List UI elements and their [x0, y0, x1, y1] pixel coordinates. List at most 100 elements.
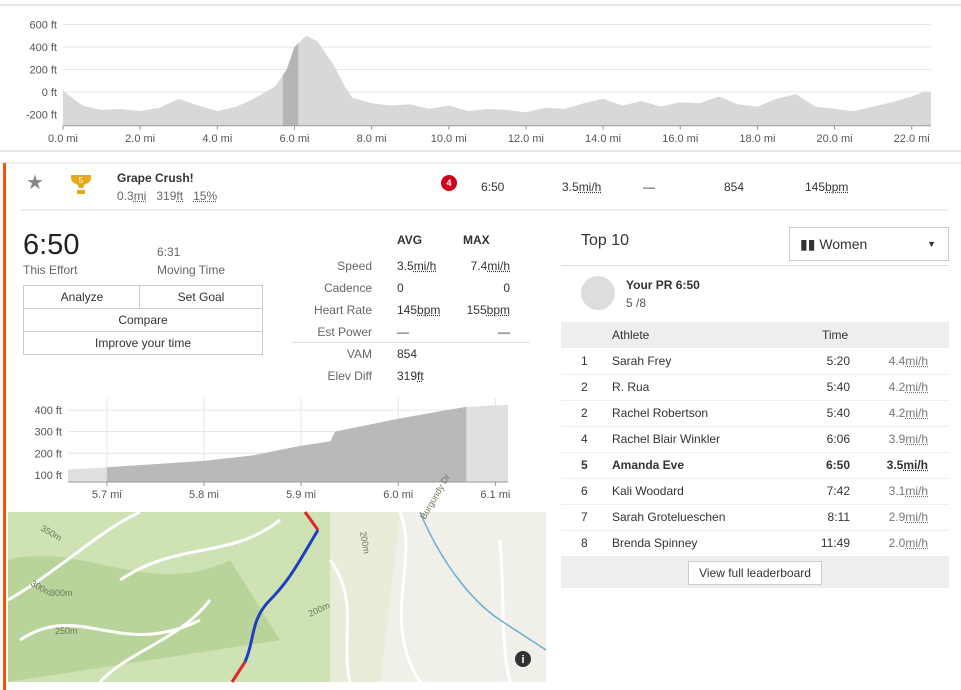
- avatar: [581, 276, 615, 310]
- stat-max: 155bpm: [440, 303, 510, 317]
- stat-label: Heart Rate: [313, 303, 372, 317]
- button[interactable]: Set Goal: [139, 285, 263, 309]
- stat-label: Cadence: [323, 281, 372, 295]
- unit: bpm: [825, 180, 849, 194]
- filter-value[interactable]: Women: [819, 236, 868, 252]
- stat-label: VAM: [346, 347, 372, 361]
- y-tick-label: 400 ft: [29, 42, 57, 54]
- time: 6:50: [825, 458, 850, 472]
- time: 8:11: [827, 510, 850, 524]
- trophy-icon: 5: [68, 172, 94, 194]
- segment-route: [243, 529, 320, 663]
- row-border: [561, 530, 949, 531]
- map-label: 300m: [50, 588, 73, 598]
- x-tick-label: 10.0 mi: [431, 133, 467, 145]
- speed: 2.0mi/h: [870, 536, 928, 550]
- stat-label: Elev Diff: [327, 369, 372, 383]
- value: 155: [466, 303, 487, 317]
- x-tick-label: 8.0 mi: [357, 133, 387, 145]
- total: /8: [636, 296, 647, 310]
- value: 3.5: [562, 180, 579, 194]
- x-tick-label: 22.0 mi: [894, 133, 930, 145]
- map-road: [7, 510, 512, 684]
- header: Time: [822, 328, 849, 342]
- speed: 3.5mi/h: [562, 180, 601, 194]
- unit: mi/h: [903, 458, 928, 472]
- highlight-area: [282, 43, 299, 126]
- value: 2.0: [888, 536, 906, 550]
- value: 3.9: [888, 432, 906, 446]
- distance: 0.3: [117, 189, 134, 203]
- button[interactable]: Analyze: [23, 285, 141, 309]
- info-icon-glyph[interactable]: i: [521, 654, 524, 666]
- button[interactable]: Compare: [23, 308, 263, 332]
- divider: [292, 342, 530, 343]
- rank: 5: [626, 296, 633, 310]
- segment-name[interactable]: Grape Crush!: [117, 171, 194, 185]
- x-tick-label: 6.0 mi: [383, 489, 413, 501]
- speed: 3.5mi/h: [870, 458, 928, 472]
- unit: ft: [176, 189, 184, 203]
- value: 319: [397, 369, 418, 383]
- value: 854: [397, 347, 418, 361]
- time: 5:40: [826, 380, 850, 394]
- map-stream: [419, 511, 547, 651]
- row-border: [561, 504, 949, 505]
- row-border: [561, 400, 949, 401]
- unit: mi: [133, 189, 147, 203]
- star-icon[interactable]: ★: [26, 172, 44, 194]
- unit: mi/h: [905, 432, 928, 446]
- value: —: [498, 325, 510, 339]
- row-border: [561, 426, 949, 427]
- segment-meta: 0.3mi 319ft 15%: [117, 189, 217, 203]
- effort-time: 6:50: [23, 229, 80, 261]
- info-icon[interactable]: [515, 651, 531, 667]
- time: 5:20: [826, 354, 850, 368]
- stat-value: 319ft: [397, 369, 424, 383]
- athlete: Kali Woodard: [612, 484, 684, 498]
- x-tick-label: 16.0 mi: [662, 133, 698, 145]
- athlete: R. Rua: [612, 380, 650, 394]
- speed: 3.1mi/h: [870, 484, 928, 498]
- rank: 4: [581, 432, 588, 446]
- x-tick-label: 0.0 mi: [48, 133, 78, 145]
- y-tick-label: 600 ft: [29, 20, 57, 32]
- x-tick-label: 5.9 mi: [286, 489, 316, 501]
- trophy-rank: 5: [79, 176, 84, 185]
- value: 0: [503, 281, 510, 295]
- y-tick-label: 100 ft: [34, 470, 62, 482]
- speed: 3.9mi/h: [870, 432, 928, 446]
- stat-label: Speed: [337, 259, 372, 273]
- value: 2.9: [888, 510, 906, 524]
- view-leaderboard-button[interactable]: View full leaderboard: [688, 561, 822, 585]
- athlete: Sarah Frey: [612, 354, 672, 368]
- rank: 7: [581, 510, 588, 524]
- pr-label: Your PR: [626, 278, 673, 292]
- button[interactable]: Improve your time: [23, 331, 263, 355]
- moving-label: Moving Time: [157, 263, 226, 277]
- row-border: [561, 452, 949, 453]
- grade: 15%: [193, 189, 218, 203]
- badge: 4: [441, 175, 457, 191]
- power: —: [643, 180, 655, 194]
- stat-avg: 145bpm: [397, 303, 440, 317]
- y-tick-label: 200 ft: [34, 448, 62, 460]
- athlete: Brenda Spinney: [612, 536, 698, 550]
- athlete: Rachel Robertson: [612, 406, 709, 420]
- stat-max: 7.4mi/h: [440, 259, 510, 273]
- stats-header: AVG: [397, 233, 423, 247]
- time: 6:06: [826, 432, 850, 446]
- rank: 1: [581, 354, 588, 368]
- filter-dropdown[interactable]: ▮▮ Women ▼: [789, 227, 949, 261]
- vam: 854: [724, 180, 745, 194]
- speed: 4.2mi/h: [870, 380, 928, 394]
- elevation-area: [63, 35, 931, 126]
- unit: mi/h: [905, 484, 928, 498]
- unit: mi/h: [905, 406, 928, 420]
- x-tick-label: 12.0 mi: [508, 133, 544, 145]
- unit: ft: [417, 369, 424, 383]
- x-tick-label: 14.0 mi: [585, 133, 621, 145]
- rank: 2: [581, 406, 588, 420]
- x-tick-label: 18.0 mi: [739, 133, 775, 145]
